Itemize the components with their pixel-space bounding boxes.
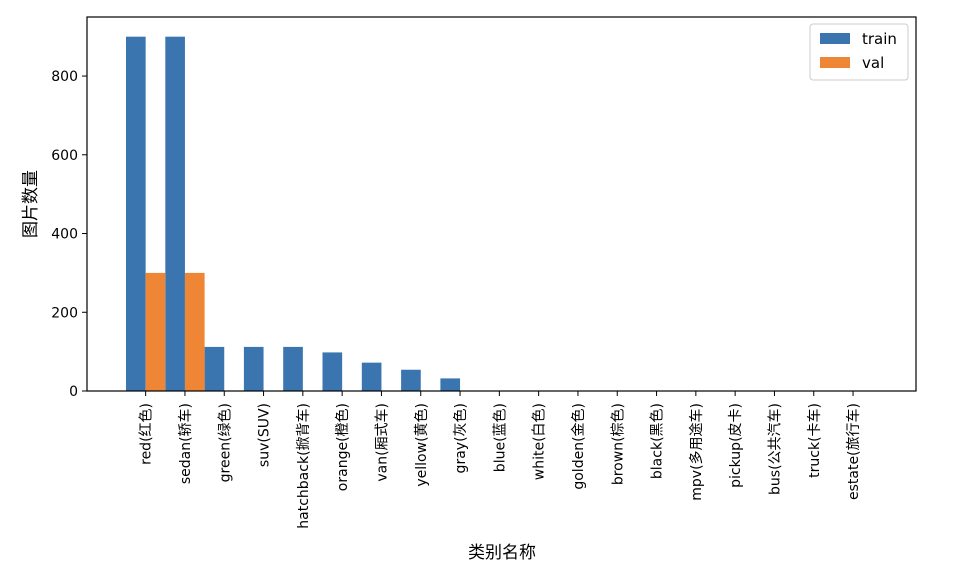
y-tick-label: 0 — [69, 384, 78, 400]
x-tick-label: mpv(多用途车) — [688, 403, 705, 501]
x-axis: red(红色) sedan(轿车) green(绿色) suv(SUV) hatchba… — [138, 391, 862, 529]
x-tick-label: red(红色) — [138, 403, 155, 465]
x-tick-label: orange(橙色) — [334, 403, 351, 491]
bar-train-3 — [243, 346, 264, 391]
x-tick-label: bus(公共汽车) — [766, 403, 783, 495]
legend-swatch-train — [820, 33, 850, 44]
x-tick-label: estate(旅行车) — [845, 403, 862, 500]
x-tick-label: golden(金色) — [570, 403, 587, 490]
x-tick-label: yellow(黄色) — [413, 403, 430, 487]
bar-train-4 — [283, 346, 303, 391]
y-tick-label: 800 — [51, 69, 78, 85]
bar-train-8 — [440, 378, 461, 391]
x-tick-label: black(黑色) — [649, 403, 666, 479]
bar-train-2 — [204, 346, 225, 391]
y-axis-label: 图片数量 — [21, 170, 41, 238]
bar-train-6 — [361, 362, 382, 391]
bar-train-1 — [165, 36, 185, 392]
bar-train-0 — [126, 36, 146, 392]
x-tick-label: white(白色) — [531, 403, 548, 480]
legend-swatch-val — [820, 57, 850, 68]
y-axis: 0 200 400 600 800 — [51, 69, 87, 400]
bar-val-1 — [184, 272, 205, 391]
legend: train val — [809, 23, 909, 81]
x-tick-label: pickup(皮卡) — [728, 403, 744, 488]
y-tick-label: 400 — [51, 227, 78, 243]
x-tick-label: brown(棕色) — [609, 403, 626, 485]
x-tick-label: truck(卡车) — [806, 403, 823, 478]
x-tick-label: blue(蓝色) — [491, 403, 508, 472]
bar-val-0 — [145, 272, 166, 391]
y-tick-label: 200 — [51, 305, 78, 321]
bar-train-7 — [401, 369, 421, 391]
legend-label-train: train — [862, 30, 897, 48]
x-tick-label: van(厢式车) — [373, 403, 390, 482]
y-tick-label: 600 — [51, 148, 78, 164]
bars-layer — [126, 36, 461, 392]
bar-train-5 — [322, 352, 343, 391]
plot-frame — [86, 16, 917, 392]
legend-label-val: val — [862, 54, 884, 72]
x-tick-label: green(绿色) — [216, 403, 233, 482]
x-tick-label: suv(SUV) — [257, 403, 273, 467]
x-tick-label: gray(灰色) — [452, 403, 469, 473]
x-tick-label: hatchback(掀背车) — [295, 403, 312, 529]
x-axis-label: 类别名称 — [468, 543, 536, 563]
x-tick-label: sedan(轿车) — [177, 403, 194, 484]
